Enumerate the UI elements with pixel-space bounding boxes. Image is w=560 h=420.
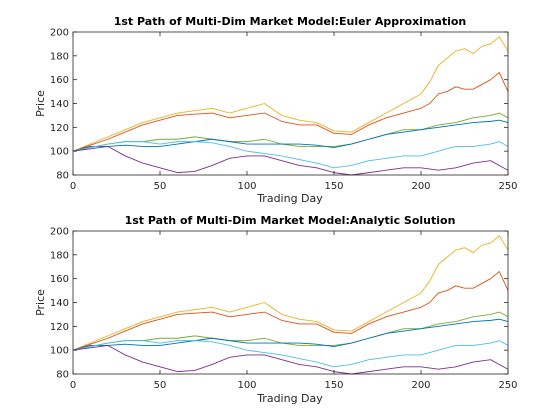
- x-tick-label: 0: [70, 380, 76, 391]
- tick-layer: 0 50 100 150 200 250 80 100 120 140 160 180 200: [50, 227, 518, 392]
- x-tick-label: 50: [154, 380, 167, 391]
- plot-area: [73, 231, 508, 374]
- x-tick-label: 250: [498, 181, 517, 192]
- series-layer: [72, 235, 509, 375]
- y-tick-label: 180: [50, 51, 69, 62]
- x-tick-label: 100: [237, 380, 256, 391]
- subplot-euler: 1st Path of Multi-Dim Market Model:Euler…: [34, 15, 518, 205]
- series-line-0: [72, 36, 509, 152]
- y-tick-label: 200: [50, 28, 69, 39]
- series-line-5: [72, 344, 509, 375]
- y-axis-label: Price: [34, 289, 47, 316]
- y-tick-label: 160: [50, 274, 69, 285]
- series-line-0: [72, 235, 509, 351]
- series-line-1: [72, 271, 509, 351]
- y-tick-label: 120: [50, 123, 69, 134]
- y-tick-label: 180: [50, 250, 69, 261]
- y-tick-label: 120: [50, 322, 69, 333]
- series-line-2: [72, 112, 509, 152]
- x-axis-label: Trading Day: [256, 192, 323, 205]
- tick-layer: 0 50 100 150 200 250 80 100 120 140 160 180 200: [50, 28, 518, 193]
- x-tick-label: 200: [411, 181, 430, 192]
- series-line-3: [72, 119, 509, 152]
- x-tick-label: 150: [324, 380, 343, 391]
- y-tick-label: 140: [50, 99, 69, 110]
- series-line-3: [72, 318, 509, 351]
- chart-title: 1st Path of Multi-Dim Market Model:Analy…: [125, 214, 456, 227]
- series-line-1: [72, 72, 509, 152]
- y-tick-label: 80: [56, 370, 69, 381]
- x-tick-label: 100: [237, 181, 256, 192]
- series-line-4: [72, 141, 509, 169]
- y-tick-label: 140: [50, 298, 69, 309]
- plot-area: [73, 32, 508, 175]
- y-tick-label: 80: [56, 171, 69, 182]
- y-axis-label: Price: [34, 90, 47, 117]
- y-tick-label: 100: [50, 147, 69, 158]
- x-tick-label: 50: [154, 181, 167, 192]
- x-tick-label: 250: [498, 380, 517, 391]
- x-tick-label: 0: [70, 181, 76, 192]
- x-tick-label: 150: [324, 181, 343, 192]
- series-layer: [72, 36, 509, 176]
- x-tick-label: 200: [411, 380, 430, 391]
- series-line-4: [72, 340, 509, 368]
- x-axis-label: Trading Day: [256, 392, 323, 405]
- y-tick-label: 100: [50, 346, 69, 357]
- series-line-2: [72, 311, 509, 351]
- series-line-5: [72, 145, 509, 176]
- subplot-analytic: 1st Path of Multi-Dim Market Model:Analy…: [34, 214, 518, 405]
- y-tick-label: 200: [50, 227, 69, 238]
- y-tick-label: 160: [50, 75, 69, 86]
- chart-title: 1st Path of Multi-Dim Market Model:Euler…: [114, 15, 467, 28]
